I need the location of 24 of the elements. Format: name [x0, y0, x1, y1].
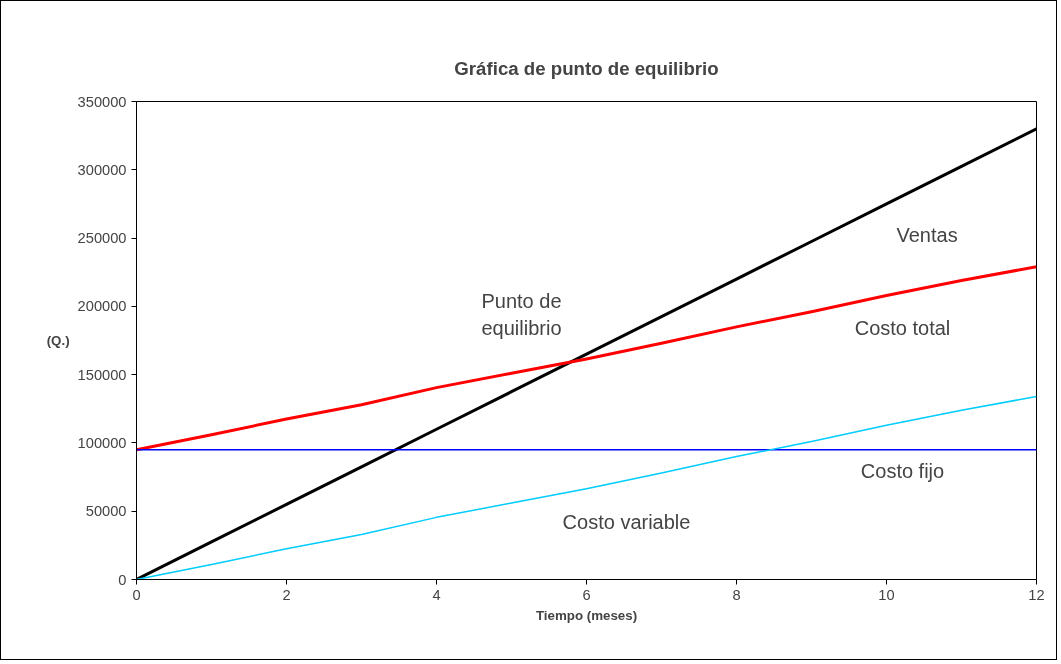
x-tick-label: 4 [432, 586, 441, 603]
x-tick-label: 8 [732, 586, 741, 603]
series-label: Costo fijo [860, 459, 945, 482]
y-tick-label: 0 [118, 571, 127, 588]
series-label: Costo variable [562, 510, 691, 533]
line-series [136, 265, 1037, 452]
y-tick-label: 200000 [77, 298, 127, 315]
y-tick-label: 350000 [77, 93, 127, 110]
y-tick-label: 100000 [77, 434, 127, 451]
x-tick-label: 2 [282, 586, 291, 603]
x-tick-label: 10 [878, 586, 895, 603]
x-axis-title: Tiempo (meses) [535, 607, 638, 623]
y-tick-label: 50000 [85, 503, 127, 520]
y-axis-title: (Q.) [46, 333, 70, 348]
annotation: Punto de equilibrio [481, 290, 562, 339]
x-tick-label: 6 [582, 586, 591, 603]
x-tick-label: 0 [132, 586, 141, 603]
series-label: Ventas [896, 223, 958, 246]
y-tick-label: 300000 [77, 161, 127, 178]
y-tick-label: 250000 [77, 230, 127, 247]
y-tick-label: 150000 [77, 366, 127, 383]
series-label: Costo total [854, 317, 951, 340]
chart-title: Gráfica de punto de equilibrio [454, 58, 719, 79]
x-tick-label: 12 [1028, 586, 1045, 603]
